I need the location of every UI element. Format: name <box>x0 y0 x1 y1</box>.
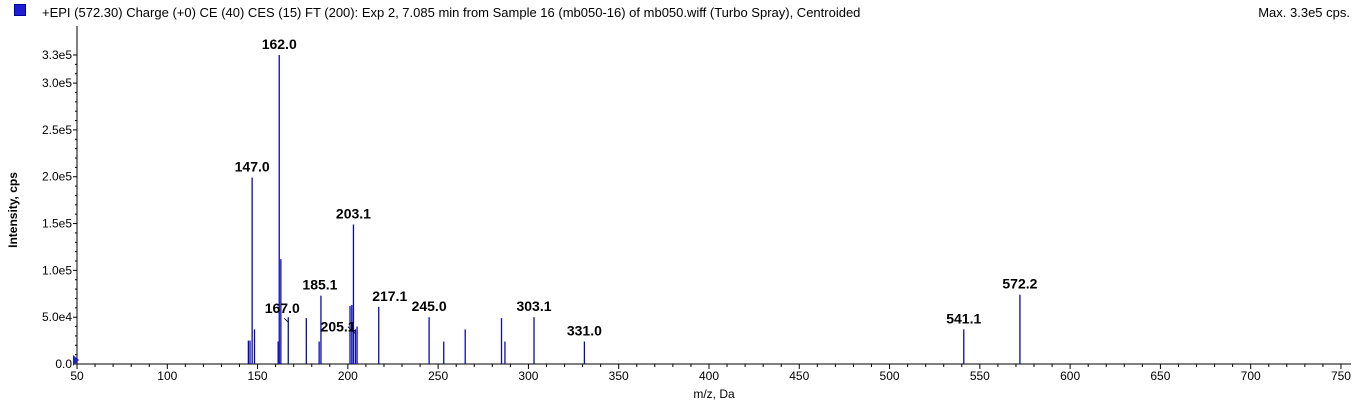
peak-label: 203.1 <box>336 205 371 221</box>
peak-label: 572.2 <box>1002 276 1037 292</box>
x-tick-label: 650 <box>1150 369 1170 383</box>
x-tick-label: 400 <box>699 369 719 383</box>
peak-label: 245.0 <box>412 298 447 314</box>
spectrum-header: +EPI (572.30) Charge (+0) CE (40) CES (1… <box>0 0 1363 26</box>
peak-label: 185.1 <box>302 277 337 293</box>
peak-label: 217.1 <box>372 288 407 304</box>
x-tick-label: 250 <box>428 369 448 383</box>
max-intensity-label: Max. 3.3e5 cps. <box>1258 5 1350 20</box>
series-legend-swatch[interactable] <box>14 4 26 16</box>
x-tick-label: 350 <box>609 369 629 383</box>
x-tick-label: 450 <box>789 369 809 383</box>
spectrum-peaks <box>247 55 1021 364</box>
y-tick-label: 0.0 <box>55 357 72 371</box>
x-axis-title: m/z, Da <box>693 387 735 401</box>
x-tick-label: 550 <box>970 369 990 383</box>
x-axis-origin-marker[interactable] <box>73 355 79 366</box>
x-tick-label: 750 <box>1331 369 1351 383</box>
peak-label: 147.0 <box>235 159 270 175</box>
x-tick-label: 150 <box>248 369 268 383</box>
x-tick-label: 100 <box>157 369 177 383</box>
x-tick-label: 50 <box>70 369 84 383</box>
y-axis-title: Intensity, cps <box>6 172 20 248</box>
x-tick-label: 200 <box>338 369 358 383</box>
y-tick-label: 3.0e5 <box>42 76 72 90</box>
y-tick-label: 2.5e5 <box>42 123 72 137</box>
x-tick-label: 300 <box>518 369 538 383</box>
peak-label: 303.1 <box>516 298 551 314</box>
y-axis: 0.0 5.0e4 1.0e5 1.5e5 2.0e5 2.5e5 3.0e5 3.3e5 <box>42 26 78 371</box>
y-tick-label: 1.0e5 <box>42 263 72 277</box>
y-tick-label: 2.0e5 <box>42 170 72 184</box>
x-axis: 50 100 150 200 250 300 350 400 450 500 550 600 650 70… <box>70 363 1351 383</box>
x-tick-label: 600 <box>1060 369 1080 383</box>
peak-label: 205.1 <box>321 319 356 335</box>
x-tick-label: 700 <box>1241 369 1261 383</box>
peak-label: 541.1 <box>946 310 981 326</box>
peak-label: 167.0 <box>265 300 300 316</box>
spectrum-title: +EPI (572.30) Charge (+0) CE (40) CES (1… <box>42 5 861 20</box>
y-tick-label: 5.0e4 <box>42 310 72 324</box>
peak-label: 162.0 <box>262 36 297 52</box>
y-tick-label: 1.5e5 <box>42 217 72 231</box>
label-leader <box>347 326 356 334</box>
label-leader <box>283 318 289 323</box>
peak-label: 331.0 <box>567 323 602 339</box>
x-tick-label: 500 <box>880 369 900 383</box>
y-tick-label: 3.3e5 <box>42 48 72 62</box>
